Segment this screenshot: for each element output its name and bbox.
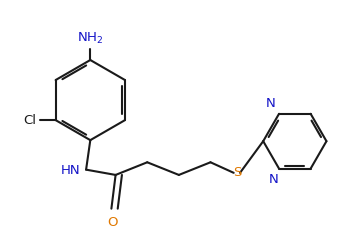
Text: Cl: Cl [24, 114, 37, 126]
Text: O: O [107, 216, 118, 229]
Text: HN: HN [61, 164, 81, 177]
Text: N: N [269, 173, 279, 186]
Text: N: N [266, 97, 276, 110]
Text: NH$_2$: NH$_2$ [77, 31, 103, 46]
Text: S: S [233, 166, 241, 179]
